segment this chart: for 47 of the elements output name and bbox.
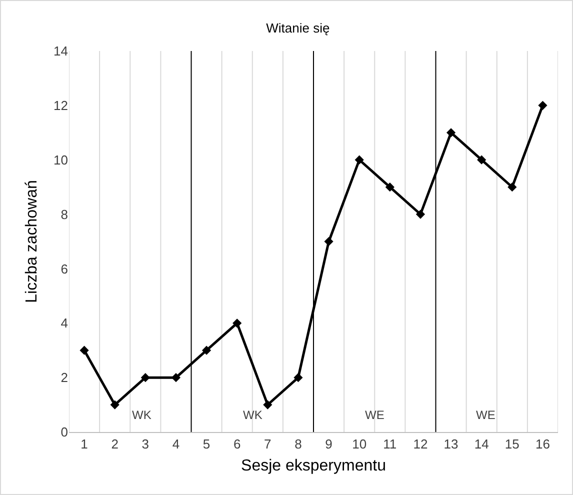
x-tick-label: 10 xyxy=(352,436,367,452)
point xyxy=(294,373,303,382)
x-tick-label: 4 xyxy=(172,436,180,452)
point xyxy=(110,400,120,410)
x-tick-label: 14 xyxy=(474,436,489,452)
y-tick-label: 6 xyxy=(60,261,68,276)
point xyxy=(416,210,426,219)
x-tick-label: 3 xyxy=(142,436,150,452)
point xyxy=(202,346,212,355)
x-tick-label: 9 xyxy=(325,436,332,452)
point xyxy=(263,400,272,410)
x-tick-label: 8 xyxy=(294,436,302,452)
y-tick-label: 14 xyxy=(54,44,68,59)
annotation: WK xyxy=(132,408,152,422)
x-axis-title: Sesje eksperymentu xyxy=(241,457,386,474)
point xyxy=(324,236,334,246)
point xyxy=(477,155,486,164)
annotation: WE xyxy=(476,408,496,422)
annotation: WE xyxy=(365,408,384,422)
y-tick-label: 8 xyxy=(60,206,68,222)
annotation: WK xyxy=(243,408,262,422)
y-tick-label: 2 xyxy=(60,370,68,386)
x-tick-label: 16 xyxy=(535,436,550,452)
y-axis-title: Liczba zachowań xyxy=(23,180,40,303)
x-tick-label: 2 xyxy=(111,436,118,452)
y-tick-label: 10 xyxy=(54,152,68,168)
point xyxy=(385,182,394,192)
point xyxy=(171,373,181,382)
point xyxy=(446,128,456,138)
y-tick-label: 0 xyxy=(60,424,68,440)
x-tick-label: 5 xyxy=(202,436,210,452)
point xyxy=(538,100,548,110)
x-tick-label: 15 xyxy=(504,436,520,452)
x-tick-label: 11 xyxy=(383,436,397,452)
x-tick-label: 13 xyxy=(444,436,458,452)
y-tick-label: 4 xyxy=(60,316,68,331)
chart-title: Witanie się xyxy=(266,20,330,36)
x-tick-label: 7 xyxy=(264,436,272,452)
y-tick-label: 12 xyxy=(54,98,68,113)
point xyxy=(80,346,89,355)
x-tick-label: 12 xyxy=(413,436,428,452)
x-tick-label: 6 xyxy=(233,436,241,452)
point xyxy=(508,182,517,192)
x-tick-label: 1 xyxy=(80,436,88,452)
point xyxy=(232,318,242,328)
point xyxy=(140,373,150,382)
point xyxy=(354,155,364,164)
